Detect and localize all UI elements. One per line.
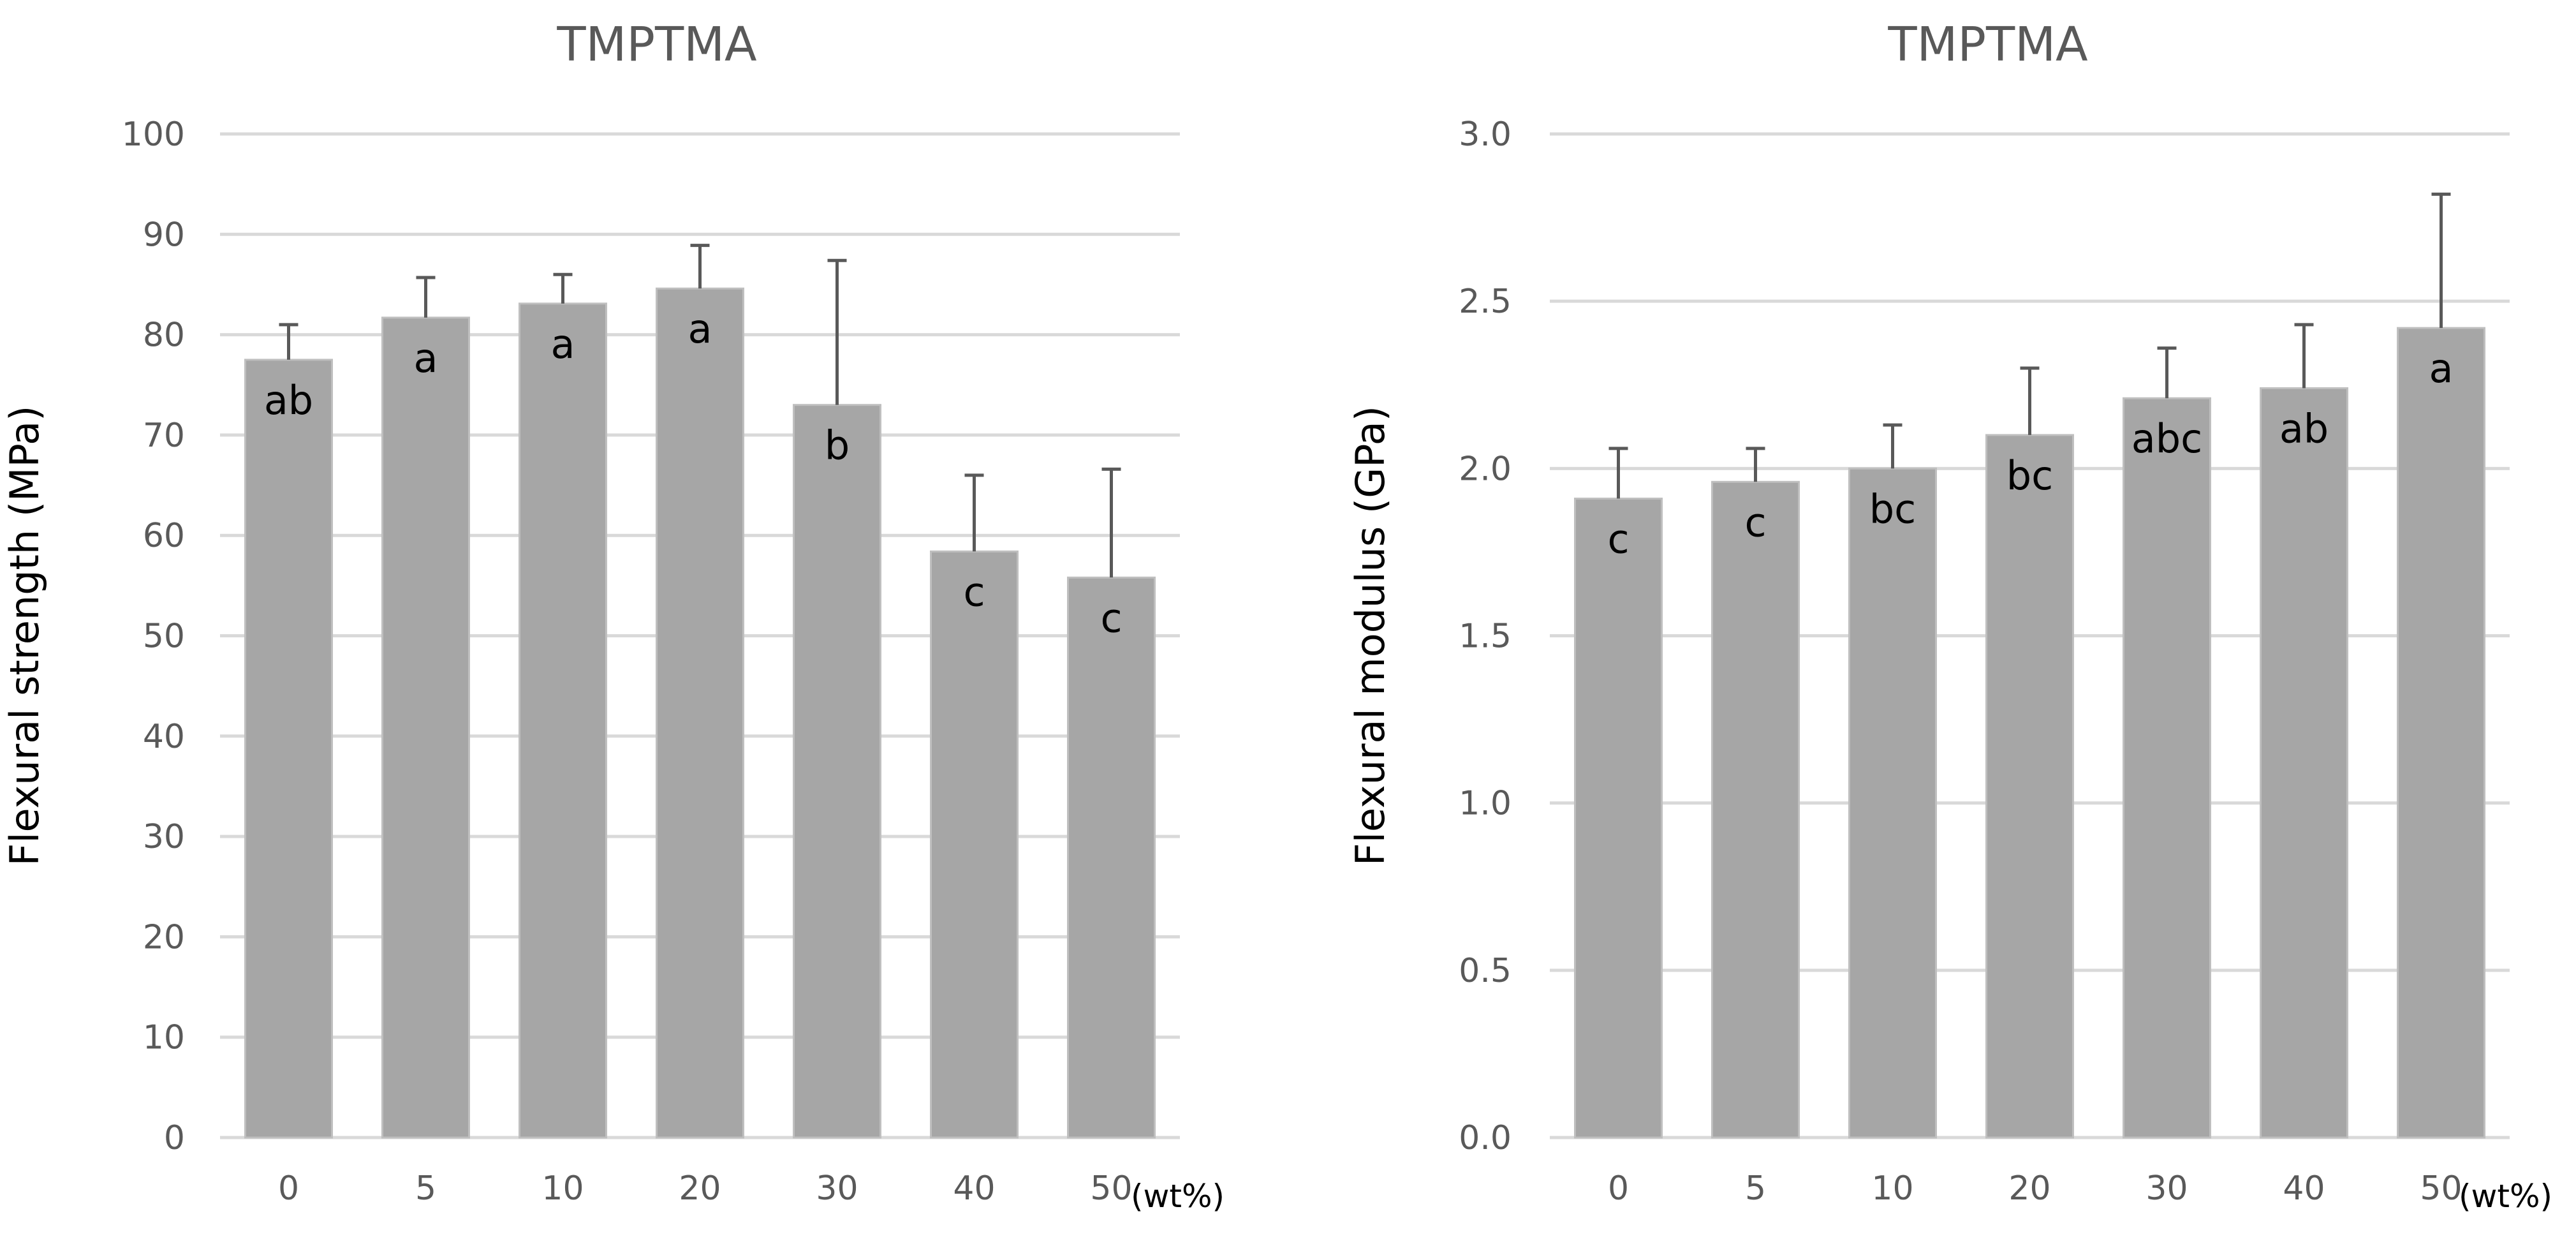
modulus-significance-label: c [1744, 499, 1766, 545]
strength-significance-label: c [963, 568, 985, 615]
modulus-x-unit-label: (wt%) [2459, 1178, 2552, 1215]
strength-bar-5 [381, 316, 470, 1139]
modulus-significance-label: c [1607, 516, 1629, 563]
strength-x-tick-label: 5 [415, 1169, 436, 1208]
strength-x-tick-label: 10 [541, 1169, 584, 1208]
strength-significance-label: a [688, 306, 712, 352]
strength-y-tick-label: 50 [143, 618, 185, 656]
strength-bar-50 [1067, 576, 1156, 1139]
flexural-modulus-chart: 0.0 0.5 1.0 1.5 2.0 2.5 3.0 c 0 c 5 bc 10 bc 20 abc 30 ab… [1347, 17, 2552, 1215]
modulus-x-tick-label: 10 [1871, 1169, 1913, 1208]
modulus-y-tick-label: 0.5 [1459, 952, 1512, 990]
strength-x-unit-label: (wt%) [1131, 1178, 1225, 1215]
strength-y-tick-label: 10 [143, 1019, 185, 1057]
strength-y-tick-label: 30 [143, 818, 185, 856]
modulus-x-tick-label: 0 [1608, 1169, 1629, 1208]
modulus-significance-label: bc [1869, 486, 1916, 532]
strength-y-tick-label: 40 [143, 718, 185, 756]
strength-y-tick-label: 70 [143, 417, 185, 455]
modulus-y-tick-label: 1.0 [1459, 785, 1512, 823]
strength-y-tick-label: 90 [143, 216, 185, 254]
strength-bar-20 [656, 287, 744, 1139]
strength-x-tick-label: 0 [278, 1169, 299, 1208]
strength-chart-title: TMPTMA [556, 17, 757, 72]
strength-bar-10 [519, 302, 607, 1139]
strength-x-tick-label: 50 [1090, 1169, 1132, 1208]
modulus-x-tick-label: 30 [2145, 1169, 2188, 1208]
strength-bar-30 [793, 404, 881, 1139]
modulus-y-tick-label: 0.0 [1459, 1119, 1512, 1157]
modulus-y-tick-label: 2.0 [1459, 450, 1512, 488]
strength-significance-label: a [414, 335, 438, 382]
strength-y-tick-label: 0 [164, 1119, 185, 1157]
modulus-bar-5 [1711, 480, 1800, 1139]
strength-y-tick-label: 100 [122, 115, 185, 154]
modulus-x-tick-label: 5 [1745, 1169, 1766, 1208]
strength-significance-label: c [1100, 595, 1122, 641]
modulus-significance-label: ab [2279, 405, 2329, 452]
strength-significance-label: a [551, 321, 575, 367]
modulus-bar-20 [1985, 434, 2074, 1139]
modulus-y-axis-label: Flexural modulus (GPa) [1347, 406, 1394, 866]
strength-x-tick-label: 20 [679, 1169, 721, 1208]
modulus-bar-50 [2397, 327, 2485, 1139]
strength-x-tick-label: 40 [953, 1169, 995, 1208]
modulus-significance-label: a [2429, 345, 2454, 392]
strength-bar-0 [244, 359, 333, 1139]
strength-y-tick-label: 20 [143, 918, 185, 956]
strength-y-tick-label: 80 [143, 316, 185, 355]
strength-y-axis-label: Flexural strength (MPa) [1, 406, 48, 866]
strength-bar-40 [930, 550, 1019, 1139]
modulus-x-tick-label: 20 [2008, 1169, 2050, 1208]
strength-significance-label: ab [264, 377, 313, 424]
strength-x-tick-label: 30 [816, 1169, 858, 1208]
modulus-significance-label: abc [2131, 415, 2202, 462]
modulus-y-tick-label: 2.5 [1459, 283, 1512, 321]
modulus-bar-10 [1848, 467, 1937, 1139]
strength-y-tick-label: 60 [143, 517, 185, 555]
modulus-significance-label: bc [2006, 452, 2053, 499]
modulus-chart-title: TMPTMA [1887, 17, 2088, 72]
modulus-bar-40 [2260, 387, 2348, 1139]
modulus-bar-0 [1574, 498, 1663, 1139]
modulus-y-tick-label: 3.0 [1459, 115, 1512, 154]
modulus-y-tick-label: 1.5 [1459, 618, 1512, 656]
modulus-x-tick-label: 40 [2283, 1169, 2325, 1208]
modulus-bar-30 [2123, 397, 2211, 1139]
flexural-strength-chart: 0 10 20 30 40 50 60 70 80 90 100 ab 0 a 5 a 10 a 20 b 30 c 40 c… [1, 17, 1225, 1215]
modulus-x-tick-label: 50 [2420, 1169, 2462, 1208]
strength-significance-label: b [825, 422, 850, 469]
